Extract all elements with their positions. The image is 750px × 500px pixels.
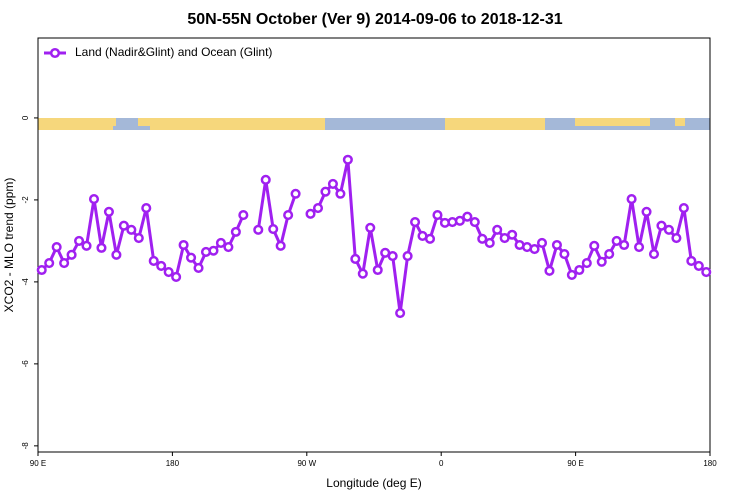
chart-title: 50N-55N October (Ver 9) 2014-09-06 to 20… bbox=[187, 11, 562, 28]
land-ocean-strip bbox=[38, 118, 710, 130]
y-tick-label: -4 bbox=[21, 278, 30, 286]
data-point bbox=[74, 235, 85, 246]
x-tick-label: 90 W bbox=[297, 459, 316, 468]
data-point bbox=[312, 203, 324, 214]
data-point bbox=[395, 307, 406, 319]
data-point bbox=[186, 252, 197, 263]
y-tick-label: 0 bbox=[21, 115, 30, 120]
data-point bbox=[365, 222, 376, 233]
data-point bbox=[671, 232, 682, 244]
data-point bbox=[402, 251, 413, 262]
data-point bbox=[126, 224, 137, 235]
data-point bbox=[432, 210, 443, 221]
data-point bbox=[103, 206, 114, 217]
data-point bbox=[148, 255, 159, 267]
data-point bbox=[230, 226, 241, 237]
data-point bbox=[686, 255, 697, 267]
data-point bbox=[551, 239, 562, 251]
data-point bbox=[66, 249, 77, 260]
x-tick-label: 90 E bbox=[567, 459, 583, 468]
data-point bbox=[290, 188, 301, 199]
data-point bbox=[424, 233, 436, 244]
data-point bbox=[163, 267, 174, 278]
data-point bbox=[701, 267, 712, 278]
data-point bbox=[178, 239, 189, 251]
data-point bbox=[484, 237, 495, 249]
data-point bbox=[156, 260, 167, 271]
plot-frame bbox=[37, 37, 711, 453]
data-point bbox=[59, 257, 70, 269]
data-point bbox=[133, 232, 144, 244]
y-tick-label: -8 bbox=[21, 442, 30, 450]
data-point bbox=[634, 241, 645, 253]
data-point bbox=[611, 235, 622, 246]
data-point bbox=[462, 211, 473, 222]
data-point bbox=[604, 248, 615, 260]
data-point bbox=[111, 249, 122, 260]
data-point bbox=[492, 224, 503, 235]
data-point bbox=[507, 229, 518, 240]
legend-marker bbox=[49, 47, 61, 59]
data-point bbox=[88, 194, 100, 205]
data-point bbox=[238, 210, 249, 221]
data-point bbox=[268, 223, 279, 235]
data-point bbox=[283, 210, 294, 221]
data-point bbox=[81, 240, 92, 251]
data-point bbox=[544, 265, 555, 276]
data-point bbox=[193, 262, 204, 274]
x-tick-label: 180 bbox=[166, 459, 180, 468]
data-point bbox=[574, 264, 585, 276]
data-point bbox=[275, 240, 286, 251]
data-point bbox=[619, 239, 630, 251]
data-point bbox=[215, 237, 226, 249]
data-point bbox=[589, 240, 600, 251]
data-point bbox=[223, 241, 234, 253]
data-point bbox=[596, 256, 607, 267]
data-point bbox=[118, 220, 129, 231]
data-point bbox=[656, 220, 667, 231]
data-point bbox=[36, 264, 47, 276]
data-point bbox=[327, 178, 338, 189]
data-point bbox=[454, 215, 465, 226]
data-point bbox=[171, 271, 182, 283]
data-point bbox=[350, 253, 361, 264]
x-axis-label: Longitude (deg E) bbox=[326, 476, 421, 490]
data-point bbox=[51, 241, 62, 253]
data-point bbox=[693, 260, 704, 271]
data-point bbox=[566, 269, 577, 280]
legend-label: Land (Nadir&Glint) and Ocean (Glint) bbox=[75, 45, 272, 59]
data-point bbox=[141, 203, 152, 214]
data-point bbox=[678, 203, 689, 214]
x-tick-label: 180 bbox=[703, 459, 717, 468]
y-tick-label: -6 bbox=[21, 360, 30, 368]
x-tick-label: 0 bbox=[439, 459, 444, 468]
data-point bbox=[626, 194, 637, 205]
data-point bbox=[320, 186, 331, 197]
data-point bbox=[648, 248, 660, 260]
data-point bbox=[410, 216, 421, 228]
data-point bbox=[260, 174, 271, 185]
y-axis-label: XCO2 - MLO trend (ppm) bbox=[2, 178, 16, 313]
y-tick-label: -2 bbox=[21, 196, 30, 204]
data-point bbox=[335, 188, 346, 199]
data-point bbox=[372, 264, 383, 276]
data-point bbox=[253, 224, 264, 235]
data-point bbox=[536, 237, 548, 249]
x-tick-label: 90 E bbox=[30, 459, 46, 468]
data-point bbox=[305, 208, 316, 219]
data-point bbox=[559, 248, 570, 260]
data-point bbox=[342, 154, 353, 165]
data-point bbox=[96, 242, 107, 253]
data-point bbox=[44, 257, 55, 269]
data-point bbox=[477, 233, 488, 244]
data-point bbox=[529, 244, 540, 255]
data-point bbox=[469, 216, 480, 228]
data-point bbox=[357, 268, 368, 279]
data-point bbox=[208, 245, 219, 256]
data-point bbox=[663, 224, 674, 235]
data-point bbox=[581, 257, 592, 269]
data-point bbox=[387, 251, 398, 262]
data-point bbox=[641, 206, 652, 217]
